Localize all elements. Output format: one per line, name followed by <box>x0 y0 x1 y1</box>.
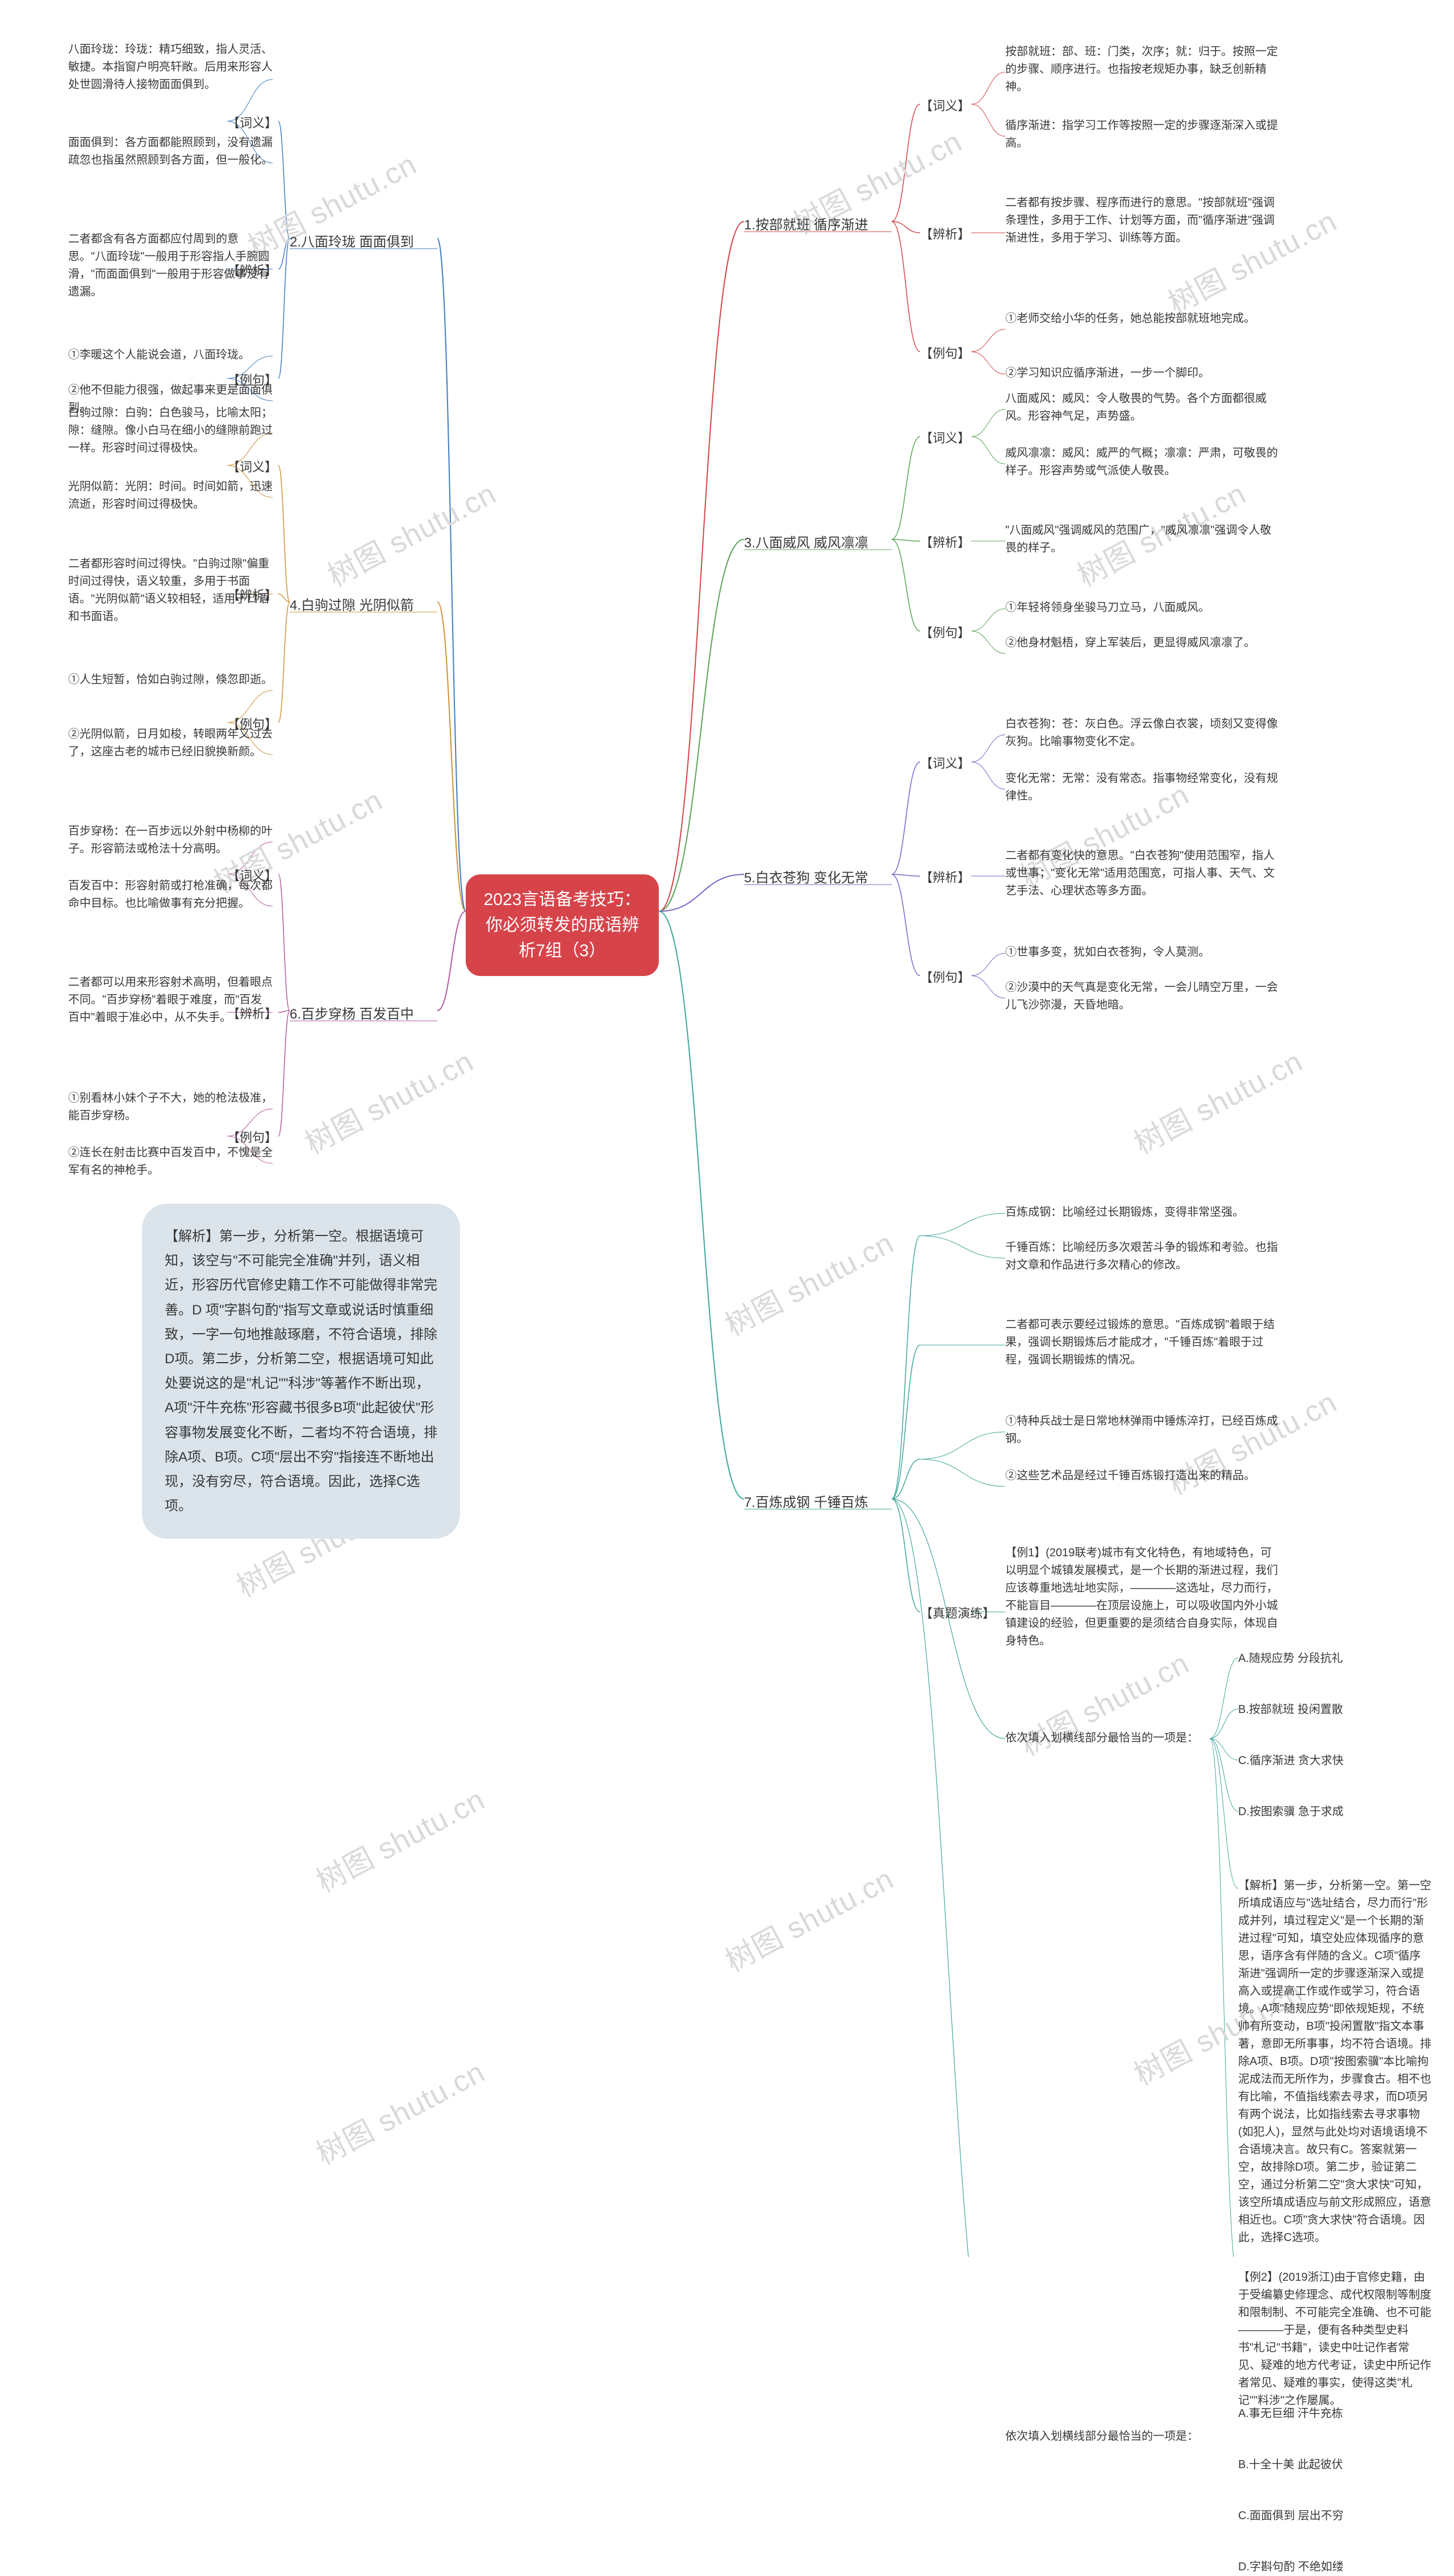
leaf-node: 千锤百炼：比喻经历多次艰苦斗争的锻炼和考验。也指对文章和作品进行多次精心的修改。 <box>1005 1239 1278 1274</box>
quiz-prompt: 依次填入划横线部分最恰当的一项是： <box>1005 2428 1210 2445</box>
group-title: 【例句】 <box>920 623 970 643</box>
quiz-option: B.十全十美 此起彼伏 <box>1238 2456 1409 2474</box>
quiz-analysis: 【解析】第一步，分析第一空。第一空所填成语应与"选址结合，尽力而行"形成并列，填… <box>1238 1877 1431 2247</box>
quiz-intro: 【例2】(2019浙江)由于官修史籍，由于受编纂史修理念、成代权限制等制度和限制… <box>1238 2269 1431 2410</box>
leaf-node: 威风凛凛：威风：威严的气概；凛凛：严肃，可敬畏的样子。形容声势或气派使人敬畏。 <box>1005 445 1278 480</box>
branch-label: 3.八面威风 威风凛凛 <box>744 531 868 551</box>
group-title: 【词义】 <box>920 97 970 116</box>
group-title: 【辨析】 <box>920 868 970 887</box>
branch-label: 2.八面玲珑 面面俱到 <box>290 231 414 250</box>
leaf-node: ②他身材魁梧，穿上军装后，更显得威风凛凛了。 <box>1005 634 1278 652</box>
group-title: 【词义】 <box>227 866 277 886</box>
quiz-option: B.按部就班 投闲置散 <box>1238 1701 1409 1719</box>
watermark: 树图 shutu.cn <box>716 1220 900 1344</box>
branch-label: 7.百炼成钢 千锤百炼 <box>744 1491 868 1511</box>
group-title: 【例句】 <box>920 344 970 363</box>
leaf-node: ①年轻将领身坐骏马刀立马，八面威风。 <box>1005 599 1278 617</box>
quiz-option: C.面面俱到 层出不穷 <box>1238 2507 1409 2525</box>
quiz-option: C.循序渐进 贪大求快 <box>1238 1752 1409 1770</box>
quiz-option: D.字斟句酌 不绝如缕 <box>1238 2558 1409 2576</box>
branch-label: 6.百步穿杨 百发百中 <box>290 1003 414 1023</box>
leaf-node: 变化无常：无常：没有常态。指事物经常变化，没有规律性。 <box>1005 770 1278 805</box>
leaf-node: 二者都有按步骤、程序而进行的意思。"按部就班"强调条理性，多用于工作、计划等方面… <box>1005 194 1278 247</box>
leaf-node: 二者都可表示要经过锻炼的意思。"百炼成钢"着眼于结果，强调长期锻炼后才能成才，"… <box>1005 1316 1278 1369</box>
watermark: 树图 shutu.cn <box>307 1776 491 1900</box>
leaf-node: "八面威风"强调威风的范围广，"威风凛凛"强调令人敬畏的样子。 <box>1005 522 1278 557</box>
leaf-node: ①世事多变，犹如白衣苍狗，令人莫测。 <box>1005 944 1278 961</box>
group-title: 【例句】 <box>920 968 970 987</box>
leaf-node: 白驹过隙：白驹：白色骏马，比喻太阳；隙：缝隙。像小白马在细小的缝隙前跑过一样。形… <box>68 404 273 457</box>
watermark: 树图 shutu.cn <box>307 2049 491 2173</box>
leaf-node: ②这些艺术品是经过千锤百炼锻打造出来的精品。 <box>1005 1467 1278 1485</box>
quiz-prompt: 依次填入划横线部分最恰当的一项是： <box>1005 1729 1210 1747</box>
quiz-option: A.事无巨细 汗牛充栋 <box>1238 2405 1409 2423</box>
group-title: 【例句】 <box>227 371 277 390</box>
group-title: 【辨析】 <box>227 586 277 605</box>
group-title: 【辨析】 <box>920 225 970 244</box>
leaf-node: 八面玲珑：玲珑：精巧细致，指人灵活、敏捷。本指窗户明亮轩敞。后用来形容人处世圆滑… <box>68 41 273 94</box>
branch-label: 5.白衣苍狗 变化无常 <box>744 866 868 886</box>
leaf-node: ①老师交给小华的任务，她总能按部就班地完成。 <box>1005 310 1278 328</box>
leaf-node: 按部就班：部、班：门类，次序；就：归于。按照一定的步骤、顺序进行。也指按老规矩办… <box>1005 43 1278 96</box>
group-title: 【例句】 <box>227 1128 277 1147</box>
group-title: 【例句】 <box>227 715 277 734</box>
leaf-node: ①别看林小妹个子不大，她的枪法极准，能百步穿杨。 <box>68 1090 273 1125</box>
leaf-node: 面面俱到：各方面都能照顾到，没有遗漏疏忽也指虽然照顾到各方面，但一般化。 <box>68 134 273 169</box>
watermark: 树图 shutu.cn <box>1125 1038 1309 1162</box>
group-title: 【词义】 <box>920 754 970 773</box>
group-title: 【辨析】 <box>227 1004 277 1024</box>
leaf-node: 循序渐进：指学习工作等按照一定的步骤逐渐深入或提高。 <box>1005 117 1278 152</box>
branch-label: 4.白驹过隙 光阴似箭 <box>290 594 414 614</box>
leaf-node: 二者都有变化快的意思。"白衣苍狗"使用范围窄，指人或世事；"变化无常"适用范围宽… <box>1005 847 1278 900</box>
leaf-node: ②学习知识应循序渐进，一步一个脚印。 <box>1005 365 1278 382</box>
leaf-node: 百步穿杨：在一百步远以外射中杨柳的叶子。形容箭法或枪法十分高明。 <box>68 823 273 858</box>
leaf-node: ①李暖这个人能说会道，八面玲珑。 <box>68 346 273 364</box>
group-title: 【词义】 <box>920 429 970 448</box>
leaf-node: ①特种兵战士是日常地林弹雨中锤炼淬打，已经百炼成钢。 <box>1005 1413 1278 1448</box>
leaf-node: 光阴似箭：光阴：时间。时间如箭，迅速流逝，形容时间过得极快。 <box>68 478 273 513</box>
quiz-option: A.随规应势 分段抗礼 <box>1238 1650 1409 1668</box>
watermark: 树图 shutu.cn <box>296 1038 479 1162</box>
quiz-option: D.按图索骥 急于求成 <box>1238 1803 1409 1821</box>
leaf-node: 八面威风：威风：令人敬畏的气势。各个方面都很威风。形容神气足，声势盛。 <box>1005 390 1278 425</box>
branch-label: 1.按部就班 循序渐进 <box>744 213 868 233</box>
group-title: 【词义】 <box>227 458 277 477</box>
group-title: 【词义】 <box>227 114 277 133</box>
leaf-node: ①人生短暂，恰如白驹过隙，倏忽即逝。 <box>68 671 273 689</box>
watermark: 树图 shutu.cn <box>716 1855 900 1980</box>
group-title: 【真题演练】 <box>920 1604 995 1623</box>
watermark: 树图 shutu.cn <box>319 470 502 594</box>
root-node: 2023言语备考技巧：你必须转发的成语辨析7组（3） <box>466 874 659 976</box>
leaf-node: ②连长在射击比赛中百发百中，不愧是全军有名的神枪手。 <box>68 1144 273 1179</box>
leaf-node: ②沙漠中的天气真是变化无常，一会儿晴空万里，一会儿飞沙弥漫，天昏地暗。 <box>1005 979 1278 1014</box>
analysis-box: 【解析】第一步，分析第一空。根据语境可知，该空与"不可能完全准确"并列，语义相近… <box>142 1204 460 1539</box>
leaf-node: 白衣苍狗：苍：灰白色。浮云像白衣裳，顷刻又变得像灰狗。比喻事物变化不定。 <box>1005 715 1278 751</box>
group-title: 【辨析】 <box>920 533 970 552</box>
group-title: 【辨析】 <box>227 261 277 280</box>
leaf-node: 百炼成钢：比喻经过长期锻炼，变得非常坚强。 <box>1005 1204 1278 1221</box>
leaf-node: 【例1】(2019联考)城市有文化特色，有地域特色，可以明显个城镇发展模式，是一… <box>1005 1544 1278 1650</box>
